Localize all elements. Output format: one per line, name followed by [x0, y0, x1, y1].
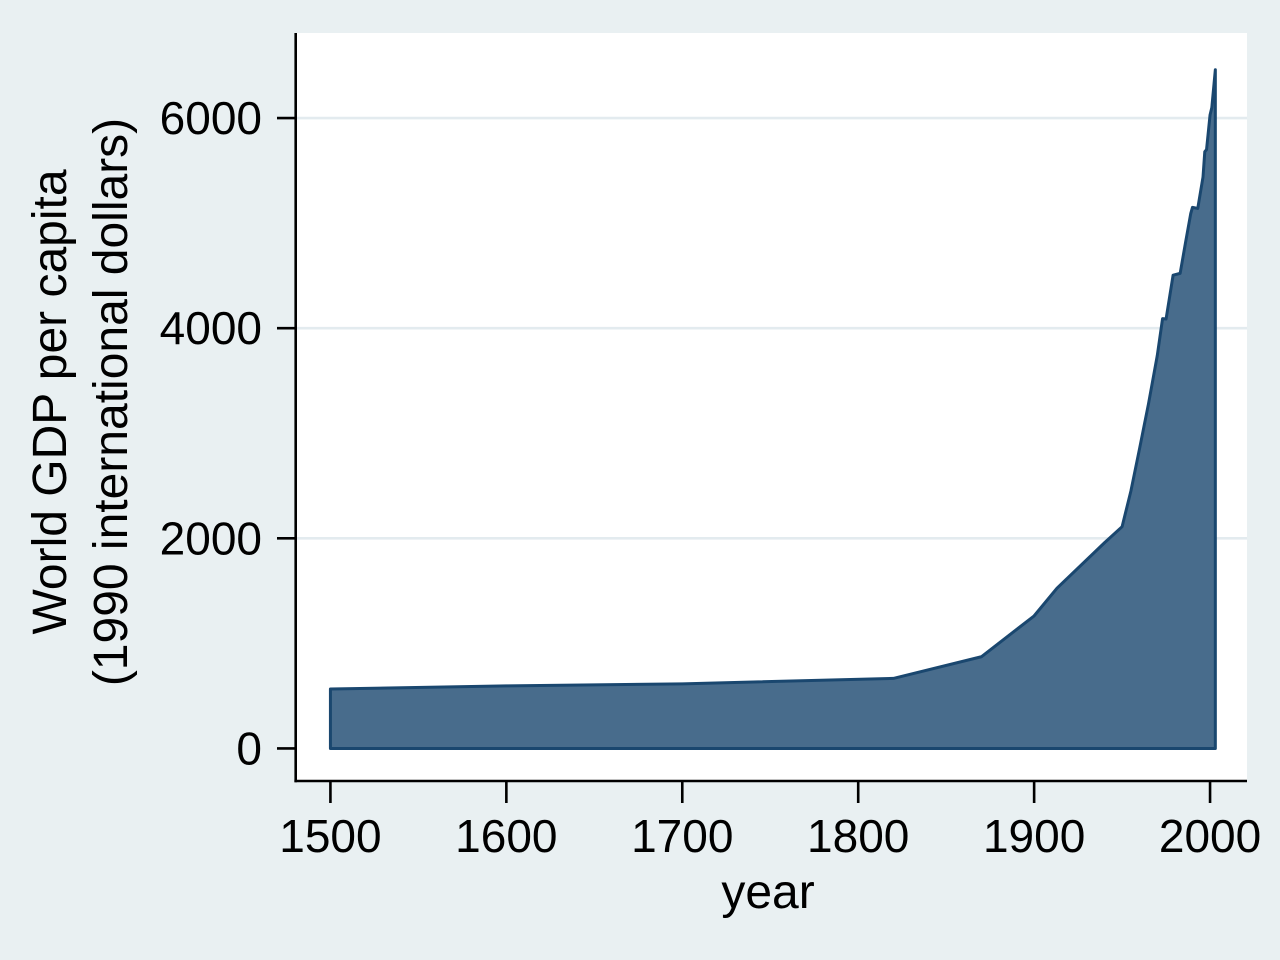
y-tick-label-2000: 2000 — [160, 512, 262, 564]
x-tick-label-1800: 1800 — [807, 810, 909, 862]
y-axis-title-line-2: (1990 international dollars) — [85, 118, 138, 686]
x-tick-label-1900: 1900 — [983, 810, 1085, 862]
x-tick-label-1700: 1700 — [631, 810, 733, 862]
y-tick-label-6000: 6000 — [160, 92, 262, 144]
x-axis-ticks: 1500 1600 1700 1800 1900 2000 — [279, 782, 1261, 862]
x-tick-label-1600: 1600 — [455, 810, 557, 862]
y-gridlines — [297, 116, 1247, 540]
area-world-gdp-per-capita — [328, 68, 1217, 750]
area-series — [328, 68, 1217, 750]
x-tick-label-2000: 2000 — [1159, 810, 1261, 862]
y-tick-label-0: 0 — [236, 722, 262, 774]
x-tick-label-1500: 1500 — [279, 810, 381, 862]
y-axis-title-line-1: World GDP per capita — [24, 169, 77, 634]
x-axis-title: year — [721, 866, 814, 919]
axis-lines — [294, 33, 1247, 783]
y-axis-ticks: 0 2000 4000 6000 — [160, 92, 295, 774]
y-tick-label-4000: 4000 — [160, 302, 262, 354]
